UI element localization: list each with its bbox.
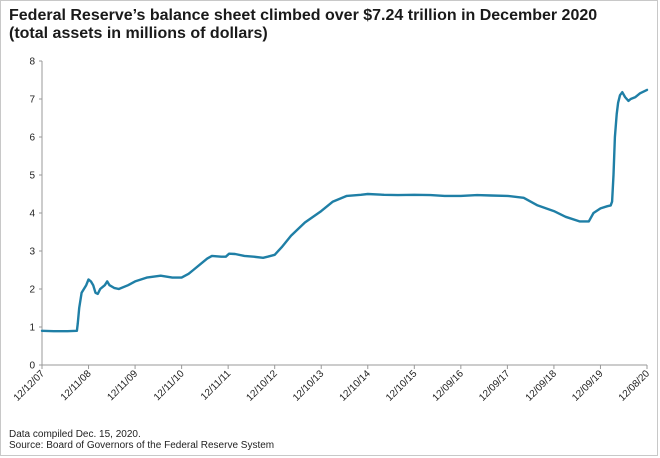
x-tick-label: 12/10/13 bbox=[291, 368, 327, 404]
chart-title-block: Federal Reserve’s balance sheet climbed … bbox=[9, 7, 649, 43]
y-tick-label: 5 bbox=[29, 171, 35, 182]
x-tick-label: 12/11/09 bbox=[105, 368, 140, 403]
x-tick-label: 12/10/14 bbox=[338, 368, 374, 404]
chart-notes: Data compiled Dec. 15, 2020. Source: Boa… bbox=[9, 429, 274, 451]
x-tick-label: 12/09/17 bbox=[477, 368, 513, 404]
x-tick-label: 12/11/10 bbox=[152, 368, 187, 403]
y-tick-label: 4 bbox=[29, 209, 35, 220]
x-tick-label: 12/10/12 bbox=[245, 368, 281, 404]
y-tick-label: 8 bbox=[29, 57, 35, 68]
x-tick-label: 12/09/16 bbox=[431, 368, 467, 404]
y-tick-label: 1 bbox=[29, 323, 35, 334]
y-tick-label: 3 bbox=[29, 247, 35, 258]
y-tick-label: 2 bbox=[29, 285, 35, 296]
x-tick-label: 12/09/19 bbox=[570, 368, 606, 404]
total-assets-line bbox=[40, 88, 649, 333]
x-tick-label: 12/11/08 bbox=[59, 368, 94, 403]
x-tick-label: 12/08/20 bbox=[617, 368, 653, 404]
y-axis: 0 1 2 3 4 5 6 7 8 bbox=[29, 57, 43, 372]
plot-area bbox=[40, 88, 649, 333]
x-tick-label: 12/10/15 bbox=[384, 368, 420, 404]
x-tick-label: 12/09/18 bbox=[524, 368, 560, 404]
y-tick-label: 7 bbox=[29, 95, 35, 106]
chart-title: Federal Reserve’s balance sheet climbed … bbox=[9, 7, 598, 24]
y-tick-label: 6 bbox=[29, 133, 35, 144]
data-compiled-note: Data compiled Dec. 15, 2020. bbox=[9, 429, 141, 440]
x-tick-label: 12/12/07 bbox=[12, 368, 48, 404]
x-tick-label: 12/11/11 bbox=[199, 368, 234, 403]
y-tick-label: 0 bbox=[29, 361, 35, 372]
chart-subtitle: (total assets in millions of dollars) bbox=[9, 25, 268, 42]
source-note: Source: Board of Governors of the Federa… bbox=[9, 440, 275, 451]
x-axis: 12/12/07 12/11/08 12/11/09 12/11/10 12/11/11… bbox=[12, 364, 653, 404]
